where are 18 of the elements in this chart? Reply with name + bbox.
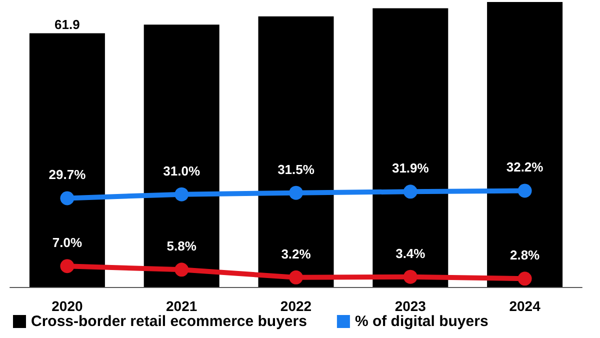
data-label: 32.2% [506, 160, 544, 175]
data-label: 31.9% [392, 160, 430, 176]
legend-label: % of digital buyers [354, 313, 488, 330]
data-label: 2.8% [510, 248, 540, 263]
data-label: 7.0% [52, 235, 82, 250]
legend-label: Cross-border retail ecommerce buyers [31, 313, 307, 330]
data-label: 3.2% [281, 246, 312, 262]
data-label: 3.4% [396, 246, 426, 261]
data-label: 29.7% [48, 167, 86, 182]
data-label: 5.8% [166, 238, 197, 254]
x-tick-label: 2023 [394, 298, 426, 314]
x-tick-label: 2021 [166, 298, 198, 314]
data-label: 61.9 [54, 17, 80, 32]
data-label: 31.5% [278, 162, 315, 177]
data-label: 31.0% [163, 163, 200, 178]
x-tick-label: 2024 [509, 298, 541, 314]
x-tick-label: 2022 [280, 298, 312, 314]
x-tick-label: 2020 [52, 298, 83, 314]
